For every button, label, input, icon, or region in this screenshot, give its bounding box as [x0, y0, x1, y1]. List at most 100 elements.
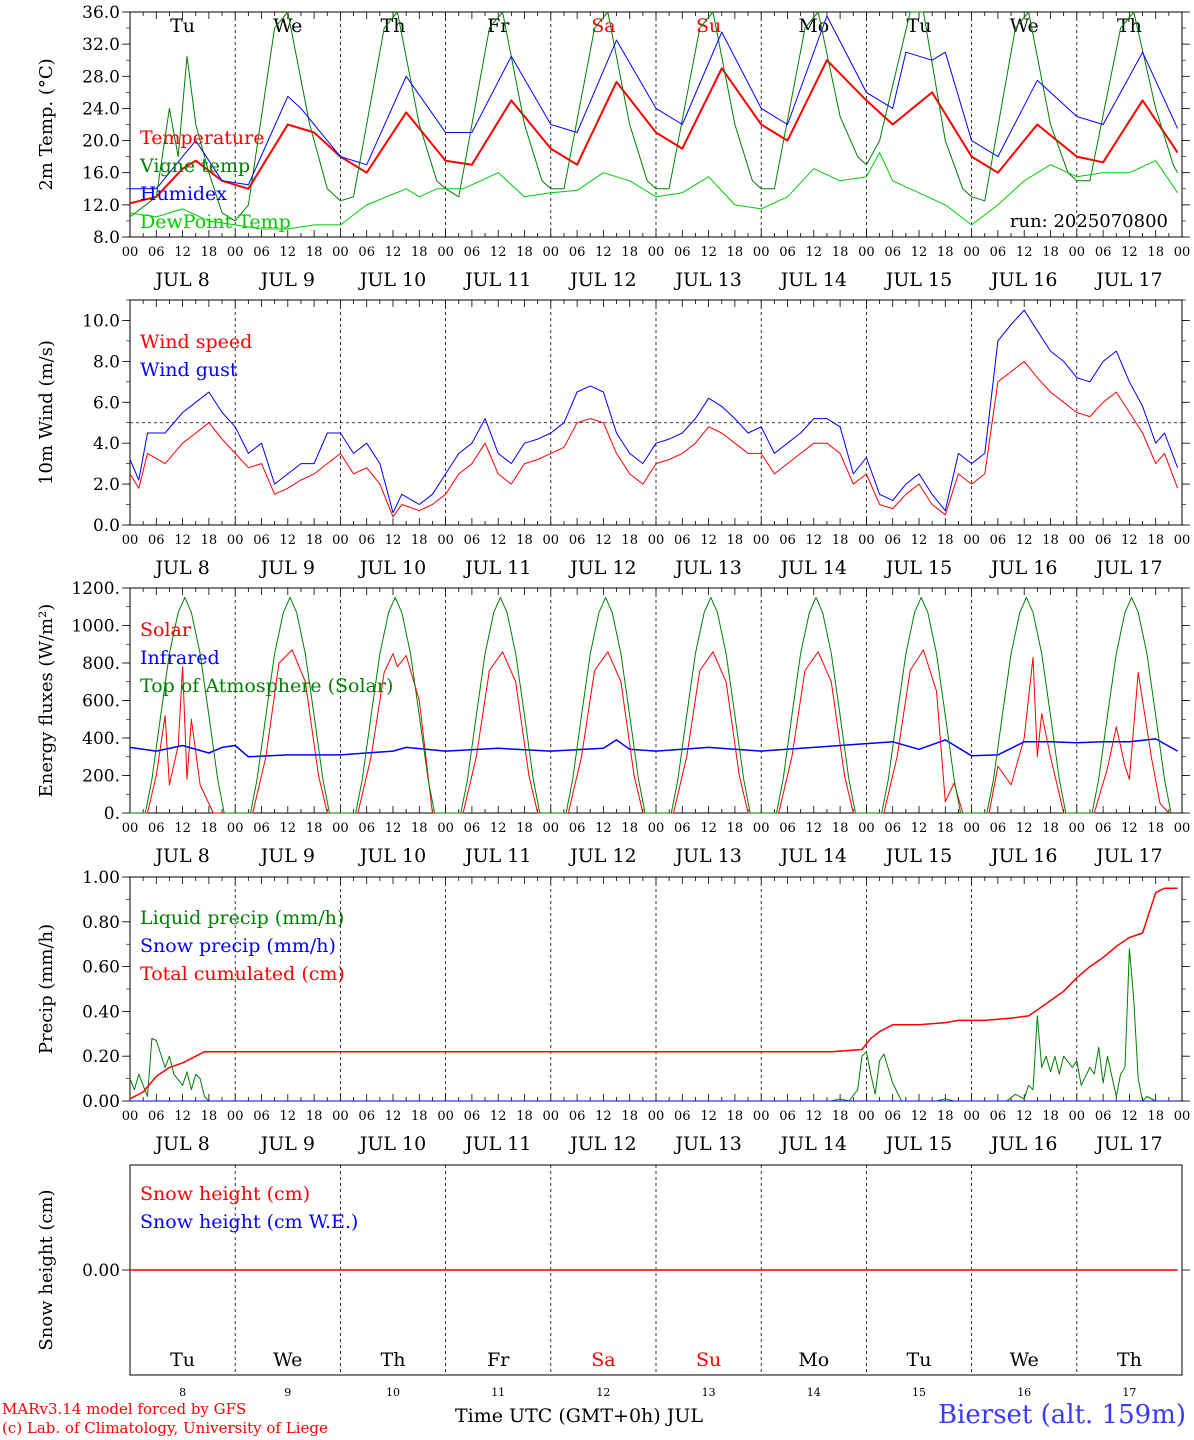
hour-tick-label: 18: [201, 245, 218, 260]
hour-tick-label: 06: [674, 1109, 691, 1124]
date-label: JUL 15: [884, 845, 952, 867]
hour-tick-label: 00: [122, 821, 139, 836]
day-number-label: 17: [1122, 1386, 1136, 1399]
hour-tick-label: 18: [201, 1109, 218, 1124]
date-label: JUL 10: [358, 557, 426, 579]
weekday-label: We: [1010, 15, 1039, 37]
hour-tick-label: 18: [411, 1109, 428, 1124]
hour-tick-label: 00: [437, 533, 454, 548]
hour-tick-label: 00: [963, 1109, 980, 1124]
hour-tick-label: 12: [280, 245, 297, 260]
y-tick-label: 36.0: [82, 3, 120, 23]
hour-tick-label: 18: [1042, 245, 1059, 260]
y-tick-label: 200.: [82, 767, 120, 787]
credit-line-2: (c) Lab. of Climatology, University of L…: [2, 1419, 328, 1437]
hour-tick-label: 12: [385, 1109, 402, 1124]
hour-tick-label: 12: [700, 1109, 717, 1124]
hour-tick-label: 18: [1147, 821, 1164, 836]
hour-tick-label: 06: [464, 533, 481, 548]
y-tick-label: 0.0: [93, 516, 120, 536]
day-number-label: 13: [702, 1386, 716, 1399]
hour-tick-label: 06: [358, 533, 375, 548]
hour-tick-label: 18: [621, 1109, 638, 1124]
weekday-label: Mo: [798, 1349, 829, 1371]
weekday-label: We: [1010, 1349, 1039, 1371]
hour-tick-label: 18: [832, 821, 849, 836]
hour-tick-label: 00: [227, 533, 244, 548]
hour-tick-label: 00: [543, 821, 560, 836]
hour-tick-label: 00: [1174, 245, 1191, 260]
hour-tick-label: 06: [990, 821, 1007, 836]
hour-tick-label: 12: [806, 533, 823, 548]
hour-tick-label: 12: [174, 1109, 191, 1124]
hour-tick-label: 06: [148, 245, 165, 260]
date-label: JUL 17: [1094, 269, 1162, 291]
weekday-label: Tu: [170, 1349, 195, 1371]
date-label: JUL 10: [358, 1133, 426, 1155]
hour-tick-label: 00: [648, 821, 665, 836]
date-label: JUL 14: [779, 269, 847, 291]
hour-tick-label: 12: [911, 1109, 928, 1124]
hour-tick-label: 06: [148, 533, 165, 548]
hour-tick-label: 18: [306, 1109, 323, 1124]
hour-tick-label: 06: [1095, 245, 1112, 260]
series-line-vigne-temp: [129, 11, 1179, 222]
date-label: JUL 9: [259, 557, 315, 579]
y-tick-label: 8.0: [93, 228, 120, 248]
hour-tick-label: 12: [174, 245, 191, 260]
date-label: JUL 13: [673, 845, 741, 867]
hour-tick-label: 18: [516, 821, 533, 836]
hour-tick-label: 18: [1147, 1109, 1164, 1124]
date-label: JUL 16: [989, 557, 1057, 579]
series-line-humidex: [130, 15, 1179, 190]
date-label: JUL 8: [153, 845, 209, 867]
y-axis-label-precip: Precip (mm/h): [36, 924, 57, 1054]
hour-tick-label: 12: [806, 245, 823, 260]
y-tick-label: 800.: [82, 654, 120, 674]
hour-tick-label: 12: [1121, 821, 1138, 836]
hour-tick-label: 18: [621, 245, 638, 260]
hour-tick-label: 06: [569, 533, 586, 548]
hour-tick-label: 06: [1095, 1109, 1112, 1124]
hour-tick-label: 00: [1174, 533, 1191, 548]
series-line-total-cumulated-cm-: [129, 887, 1178, 1100]
hour-tick-label: 12: [595, 821, 612, 836]
hour-tick-label: 06: [569, 821, 586, 836]
hour-tick-label: 12: [1121, 533, 1138, 548]
hour-tick-label: 00: [1174, 1109, 1191, 1124]
y-tick-label: 600.: [82, 692, 120, 712]
weekday-label: Fr: [487, 1349, 510, 1371]
legend-entry: Wind speed: [140, 331, 252, 353]
hour-tick-label: 00: [858, 821, 875, 836]
hour-tick-label: 12: [700, 821, 717, 836]
y-tick-label: 1000.: [71, 617, 120, 637]
credit-line-1: MARv3.14 model forced by GFS: [2, 1400, 247, 1418]
y-tick-label: 8.0: [93, 352, 120, 372]
date-label: JUL 12: [568, 269, 636, 291]
hour-tick-label: 12: [490, 821, 507, 836]
date-label: JUL 8: [153, 557, 209, 579]
hour-tick-label: 06: [990, 1109, 1007, 1124]
hour-tick-label: 12: [700, 533, 717, 548]
hour-tick-label: 18: [937, 1109, 954, 1124]
hour-tick-label: 00: [963, 245, 980, 260]
legend-entry: Vigne temp: [139, 155, 250, 177]
y-tick-label: 0.40: [82, 1002, 120, 1022]
hour-tick-label: 06: [569, 245, 586, 260]
hour-tick-label: 12: [806, 1109, 823, 1124]
hour-tick-label: 12: [911, 533, 928, 548]
hour-tick-label: 18: [411, 245, 428, 260]
y-tick-label: 10.0: [82, 311, 120, 331]
hour-tick-label: 12: [1016, 245, 1033, 260]
hour-tick-label: 00: [1069, 821, 1086, 836]
hour-tick-label: 06: [358, 245, 375, 260]
weekday-label: Th: [1117, 15, 1142, 37]
hour-tick-label: 00: [543, 533, 560, 548]
legend-entry: DewPoint Temp: [140, 211, 291, 233]
date-label: JUL 15: [884, 1133, 952, 1155]
hour-tick-label: 12: [1121, 245, 1138, 260]
weekday-label: Sa: [591, 1349, 615, 1371]
weekday-label: Su: [696, 1349, 721, 1371]
day-number-label: 10: [386, 1386, 400, 1399]
hour-tick-label: 18: [1042, 1109, 1059, 1124]
